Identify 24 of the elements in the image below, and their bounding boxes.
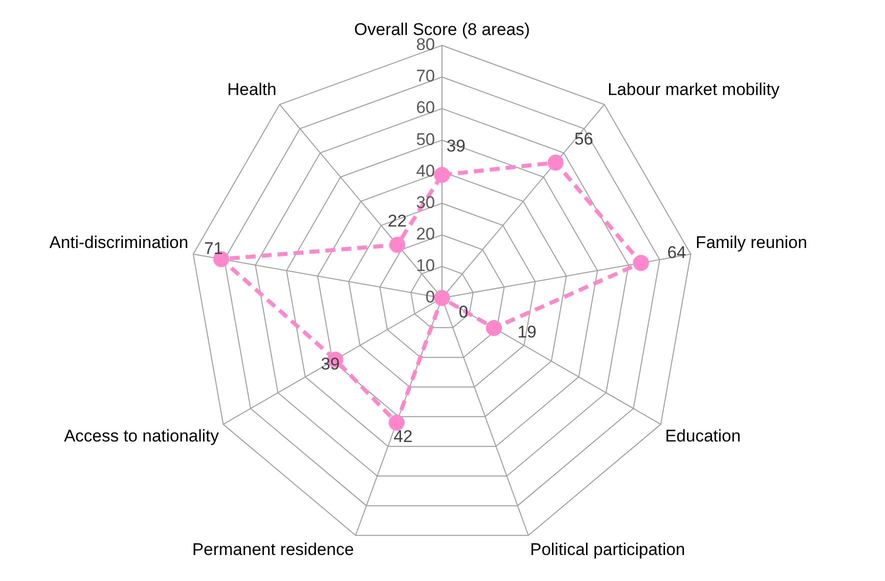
spoke-label: Access to nationality <box>64 426 220 446</box>
spoke-label: Labour market mobility <box>608 80 780 100</box>
y-tick-label: 50 <box>416 130 435 149</box>
data-label: 42 <box>394 426 413 446</box>
spoke-label: Education <box>665 426 741 446</box>
data-label: 39 <box>320 354 340 374</box>
spoke-label: Health <box>227 80 276 100</box>
y-tick-label: 40 <box>416 161 435 180</box>
y-tick-label: 10 <box>416 256 435 276</box>
data-label: 71 <box>204 238 224 258</box>
spoke-label: Permanent residence <box>192 540 354 559</box>
data-label: 0 <box>458 302 468 322</box>
data-label: 39 <box>446 136 466 156</box>
data-label: 22 <box>388 212 407 231</box>
spoke-label: Family reunion <box>696 232 808 252</box>
data-label: 64 <box>667 242 686 262</box>
data-label: 19 <box>518 322 536 342</box>
y-tick-label: 30 <box>416 192 435 212</box>
data-label: 56 <box>574 129 594 148</box>
y-tick-label: 70 <box>416 66 435 86</box>
y-tick-label: 60 <box>416 98 435 118</box>
spoke-label: Anti-discrimination <box>49 232 188 252</box>
y-tick-label: 20 <box>416 224 435 244</box>
spoke-label: Political participation <box>530 540 686 559</box>
